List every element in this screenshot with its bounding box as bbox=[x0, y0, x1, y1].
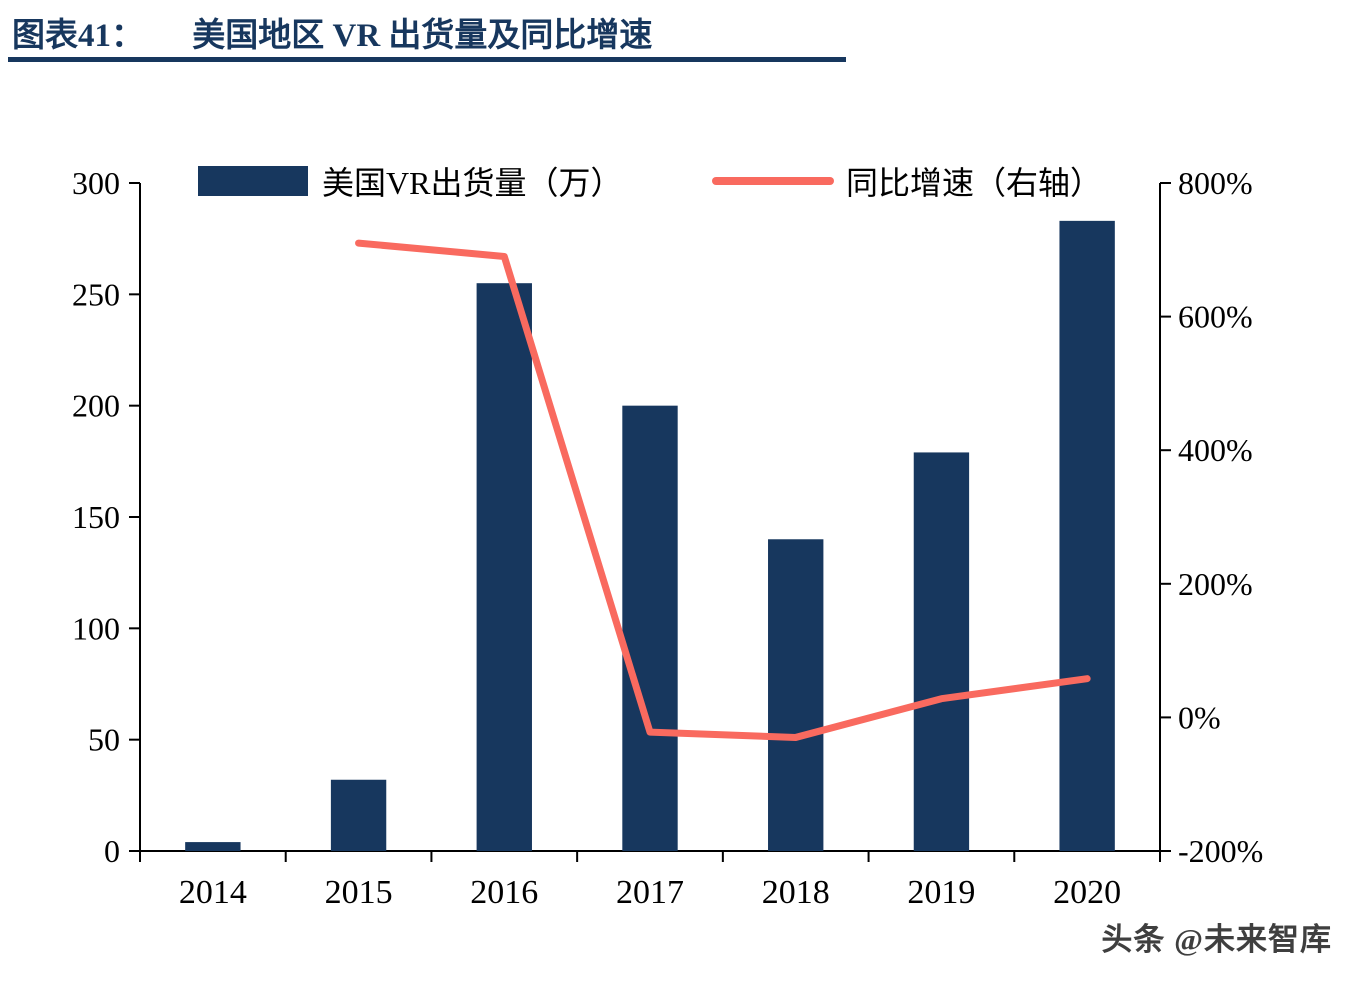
left-axis-tick-label: 50 bbox=[88, 722, 120, 758]
right-axis-tick-label: 400% bbox=[1178, 432, 1253, 468]
right-axis-tick-label: 600% bbox=[1178, 299, 1253, 335]
figure-number: 图表41： bbox=[12, 18, 144, 54]
right-axis-tick-label: 0% bbox=[1178, 699, 1221, 735]
right-axis-tick-label: 800% bbox=[1178, 165, 1253, 201]
shipments-bar-2017 bbox=[622, 405, 678, 851]
left-axis-tick-label: 300 bbox=[72, 165, 120, 201]
legend-bar-label: 美国VR出货量（万） bbox=[322, 165, 622, 201]
figure-title: 美国地区 VR 出货量及同比增速 bbox=[192, 18, 653, 54]
x-axis-tick-label: 2014 bbox=[179, 874, 247, 911]
shipments-bar-2020 bbox=[1059, 220, 1115, 851]
shipments-bar-2019 bbox=[913, 452, 970, 851]
watermark-text: 头条 @未来智库 bbox=[1101, 922, 1332, 957]
shipments-bar-2014 bbox=[185, 842, 241, 851]
legend-line-label: 同比增速（右轴） bbox=[846, 165, 1102, 201]
right-axis-tick-label: -200% bbox=[1178, 833, 1263, 869]
shipments-bar-2016 bbox=[476, 283, 532, 851]
legend-bar-swatch bbox=[198, 166, 308, 196]
x-axis-tick-label: 2020 bbox=[1053, 874, 1121, 911]
x-axis-tick-label: 2016 bbox=[470, 874, 538, 911]
shipments-bar-2015 bbox=[330, 779, 387, 851]
x-axis-tick-label: 2019 bbox=[907, 874, 975, 911]
left-axis-tick-label: 200 bbox=[72, 388, 120, 424]
left-axis-tick-label: 0 bbox=[104, 833, 120, 869]
x-axis-tick-label: 2018 bbox=[762, 874, 830, 911]
shipments-bar-2018 bbox=[768, 539, 824, 851]
right-axis-tick-label: 200% bbox=[1178, 566, 1253, 602]
figure-caption: 图表41： 美国地区 VR 出货量及同比增速 bbox=[12, 8, 652, 56]
left-axis-tick-label: 150 bbox=[72, 499, 120, 535]
x-axis-tick-label: 2015 bbox=[325, 874, 393, 911]
growth-line bbox=[355, 239, 1091, 741]
x-axis-tick-label: 2017 bbox=[616, 874, 684, 911]
left-axis-tick-label: 100 bbox=[72, 610, 120, 646]
left-axis-tick-label: 250 bbox=[72, 276, 120, 312]
title-underline bbox=[8, 57, 846, 62]
